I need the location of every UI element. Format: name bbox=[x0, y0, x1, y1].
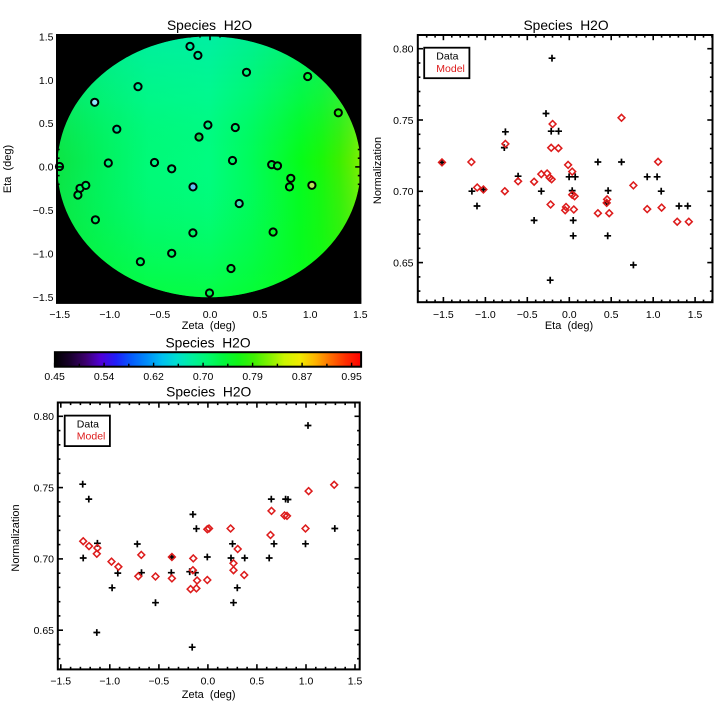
svg-text:Species H2O: Species H2O bbox=[166, 385, 251, 400]
svg-text:−1.5: −1.5 bbox=[33, 292, 54, 304]
svg-text:0.95: 0.95 bbox=[341, 371, 362, 383]
svg-text:−1.5: −1.5 bbox=[433, 309, 454, 321]
svg-text:−0.5: −0.5 bbox=[33, 205, 54, 217]
svg-text:1.5: 1.5 bbox=[688, 309, 703, 321]
svg-text:−1.5: −1.5 bbox=[49, 309, 70, 321]
svg-text:0.87: 0.87 bbox=[292, 371, 313, 383]
svg-text:0.80: 0.80 bbox=[393, 44, 414, 56]
svg-text:−0.5: −0.5 bbox=[150, 309, 171, 321]
svg-text:0.0: 0.0 bbox=[562, 309, 577, 321]
svg-text:0.65: 0.65 bbox=[393, 257, 414, 269]
svg-text:0.70: 0.70 bbox=[393, 186, 414, 198]
svg-text:0.62: 0.62 bbox=[143, 371, 164, 383]
svg-text:−1.5: −1.5 bbox=[50, 676, 71, 688]
svg-text:0.0: 0.0 bbox=[203, 309, 218, 321]
svg-text:0.75: 0.75 bbox=[34, 482, 55, 494]
svg-text:0.65: 0.65 bbox=[34, 625, 55, 637]
svg-text:1.0: 1.0 bbox=[39, 75, 54, 87]
svg-text:0.45: 0.45 bbox=[44, 371, 65, 383]
svg-text:Eta (deg): Eta (deg) bbox=[545, 320, 593, 332]
svg-text:0.0: 0.0 bbox=[201, 676, 216, 688]
svg-text:0.5: 0.5 bbox=[39, 118, 54, 130]
svg-text:Model: Model bbox=[77, 431, 106, 443]
svg-text:0.5: 0.5 bbox=[604, 309, 619, 321]
svg-text:0.5: 0.5 bbox=[253, 309, 268, 321]
svg-text:1.5: 1.5 bbox=[348, 676, 363, 688]
svg-text:0.80: 0.80 bbox=[34, 411, 55, 423]
svg-text:1.0: 1.0 bbox=[646, 309, 661, 321]
svg-text:Zeta (deg): Zeta (deg) bbox=[182, 689, 236, 701]
svg-text:−0.5: −0.5 bbox=[517, 309, 538, 321]
svg-text:−1.0: −1.0 bbox=[99, 309, 120, 321]
svg-text:−1.0: −1.0 bbox=[475, 309, 496, 321]
svg-text:Zeta (deg): Zeta (deg) bbox=[182, 320, 236, 332]
svg-text:1.5: 1.5 bbox=[353, 309, 368, 321]
svg-text:1.0: 1.0 bbox=[299, 676, 314, 688]
svg-text:Model: Model bbox=[436, 63, 465, 75]
svg-text:1.5: 1.5 bbox=[39, 31, 54, 43]
svg-text:Normalization: Normalization bbox=[10, 504, 22, 571]
svg-text:Species H2O: Species H2O bbox=[165, 336, 250, 351]
svg-text:0.79: 0.79 bbox=[242, 371, 263, 383]
svg-text:−1.0: −1.0 bbox=[33, 249, 54, 261]
svg-text:0.70: 0.70 bbox=[34, 554, 55, 566]
svg-text:Species H2O: Species H2O bbox=[523, 18, 608, 33]
svg-text:Data: Data bbox=[436, 51, 458, 63]
svg-text:Normalization: Normalization bbox=[372, 137, 384, 204]
svg-text:Eta (deg): Eta (deg) bbox=[2, 145, 14, 193]
svg-text:1.0: 1.0 bbox=[303, 309, 318, 321]
svg-text:−1.0: −1.0 bbox=[99, 676, 120, 688]
svg-text:−0.5: −0.5 bbox=[149, 676, 170, 688]
svg-text:0.0: 0.0 bbox=[39, 162, 54, 174]
svg-text:0.70: 0.70 bbox=[193, 371, 214, 383]
svg-text:Species H2O: Species H2O bbox=[167, 18, 252, 33]
svg-text:0.54: 0.54 bbox=[94, 371, 115, 383]
svg-text:0.5: 0.5 bbox=[250, 676, 265, 688]
svg-text:Data: Data bbox=[77, 418, 99, 430]
svg-text:0.75: 0.75 bbox=[393, 115, 414, 127]
